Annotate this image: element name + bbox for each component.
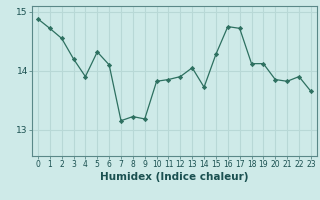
X-axis label: Humidex (Indice chaleur): Humidex (Indice chaleur) [100, 172, 249, 182]
